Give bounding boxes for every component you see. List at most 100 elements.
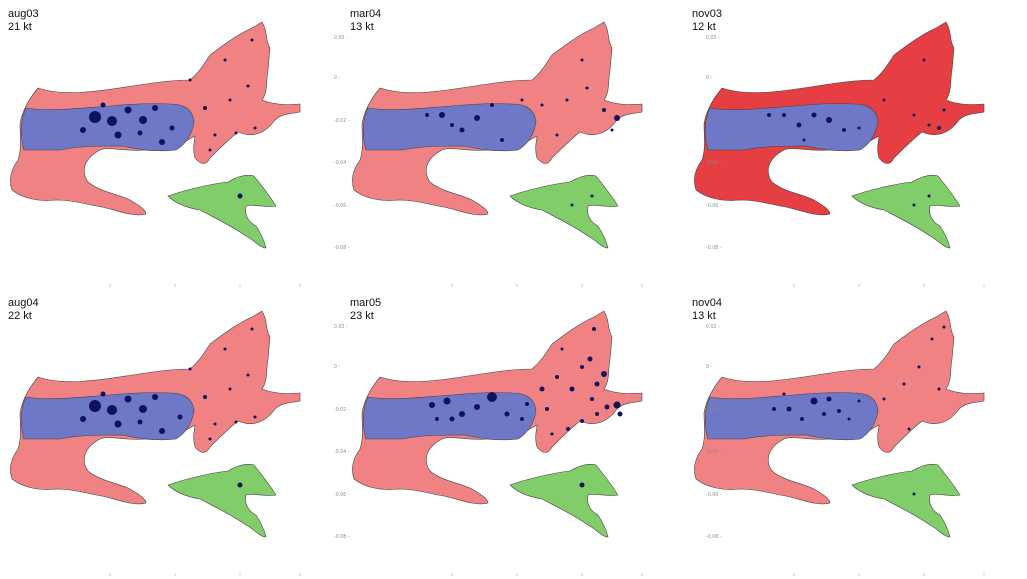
station-marker (213, 422, 217, 426)
lake-map (10, 21, 301, 287)
station-marker (139, 405, 147, 413)
y-tick-label: 0 - (706, 364, 713, 370)
station-marker (250, 38, 254, 42)
station-marker (882, 397, 886, 401)
panel-label: aug03 21 kt (8, 8, 39, 34)
station-marker (837, 409, 841, 413)
sampling-period: mar05 (350, 297, 382, 309)
station-marker (555, 133, 559, 137)
y-tick-label: 0.02 - (334, 35, 348, 41)
station-marker (504, 411, 510, 417)
station-marker (550, 432, 554, 436)
panel-label: nov03 12 kt (692, 8, 722, 34)
y-tick-label: 0.02 - (706, 35, 720, 41)
catch-value: 21 kt (8, 21, 32, 33)
station-marker (912, 492, 916, 496)
station-marker (560, 347, 564, 351)
station-marker (450, 123, 454, 127)
station-marker (100, 102, 106, 108)
station-marker (580, 419, 584, 423)
station-marker (169, 125, 175, 131)
y-tick-label: -0.08 - (706, 534, 722, 540)
side-basin-area (167, 174, 277, 249)
station-marker (237, 482, 243, 488)
station-marker (847, 417, 851, 421)
station-marker (930, 337, 934, 341)
station-marker (912, 203, 916, 207)
station-marker (917, 365, 921, 369)
station-marker (772, 407, 776, 411)
station-marker (107, 405, 117, 415)
y-tick-label: 0.02 - (706, 324, 720, 330)
station-marker (246, 84, 250, 88)
station-marker (253, 415, 257, 419)
station-marker (604, 404, 610, 410)
station-marker (857, 126, 861, 130)
station-marker (500, 138, 504, 142)
y-tick-label: -0.02 - (706, 407, 722, 413)
deep-zone-area (362, 392, 537, 441)
station-marker (124, 106, 132, 114)
station-marker (253, 126, 257, 130)
station-marker (601, 371, 607, 377)
station-marker (580, 58, 584, 62)
y-tick-label: -0.06 - (334, 203, 350, 209)
station-marker (107, 116, 117, 126)
station-marker (942, 108, 946, 112)
station-marker (459, 127, 465, 133)
y-tick-label: -0.06 - (706, 203, 722, 209)
y-tick-label: 0 - (334, 364, 341, 370)
catch-value: 13 kt (350, 21, 374, 33)
station-marker (907, 427, 911, 431)
station-marker (203, 106, 207, 110)
map-panel-aug03: aug03 21 kt (0, 0, 342, 289)
station-marker (474, 115, 480, 121)
station-marker (228, 98, 232, 102)
station-marker (782, 392, 786, 396)
station-marker (585, 86, 589, 90)
station-marker (580, 365, 584, 369)
station-marker (811, 112, 817, 118)
station-marker (152, 105, 158, 111)
station-marker (802, 138, 806, 142)
station-marker (525, 402, 529, 406)
station-marker (587, 356, 593, 362)
station-marker (188, 78, 192, 82)
panel-label: mar04 13 kt (350, 8, 381, 34)
y-tick-label: -0.04 - (706, 160, 722, 166)
station-marker (177, 414, 183, 420)
station-marker (810, 397, 818, 405)
side-basin-area (167, 463, 277, 538)
station-marker (857, 399, 861, 403)
side-basin-area (851, 174, 961, 249)
station-marker (139, 116, 147, 124)
station-marker (152, 394, 158, 400)
y-tick-label: -0.08 - (334, 534, 350, 540)
station-marker (595, 412, 599, 416)
station-marker (137, 419, 143, 425)
station-marker (826, 396, 832, 402)
station-marker (592, 327, 596, 331)
catch-value: 12 kt (692, 21, 716, 33)
station-marker (429, 402, 435, 408)
lake-map (352, 21, 643, 287)
lake-map (10, 310, 301, 576)
station-marker (237, 193, 243, 199)
station-marker (490, 103, 494, 107)
station-marker (800, 417, 804, 421)
y-tick-label: -0.04 - (334, 449, 350, 455)
panel-label: mar05 23 kt (350, 297, 381, 323)
lake-map (352, 310, 643, 576)
map-panel-mar05: mar05 23 kt (342, 289, 684, 578)
station-marker (520, 98, 524, 102)
station-marker (614, 115, 620, 121)
deep-zone-area (704, 103, 879, 152)
station-marker (487, 392, 497, 402)
panel-label: nov04 13 kt (692, 297, 722, 323)
y-tick-label: -0.08 - (334, 245, 350, 251)
station-marker (159, 139, 165, 145)
station-marker (822, 412, 826, 416)
station-marker (927, 123, 931, 127)
station-marker (208, 437, 212, 441)
y-tick-label: -0.06 - (706, 492, 722, 498)
